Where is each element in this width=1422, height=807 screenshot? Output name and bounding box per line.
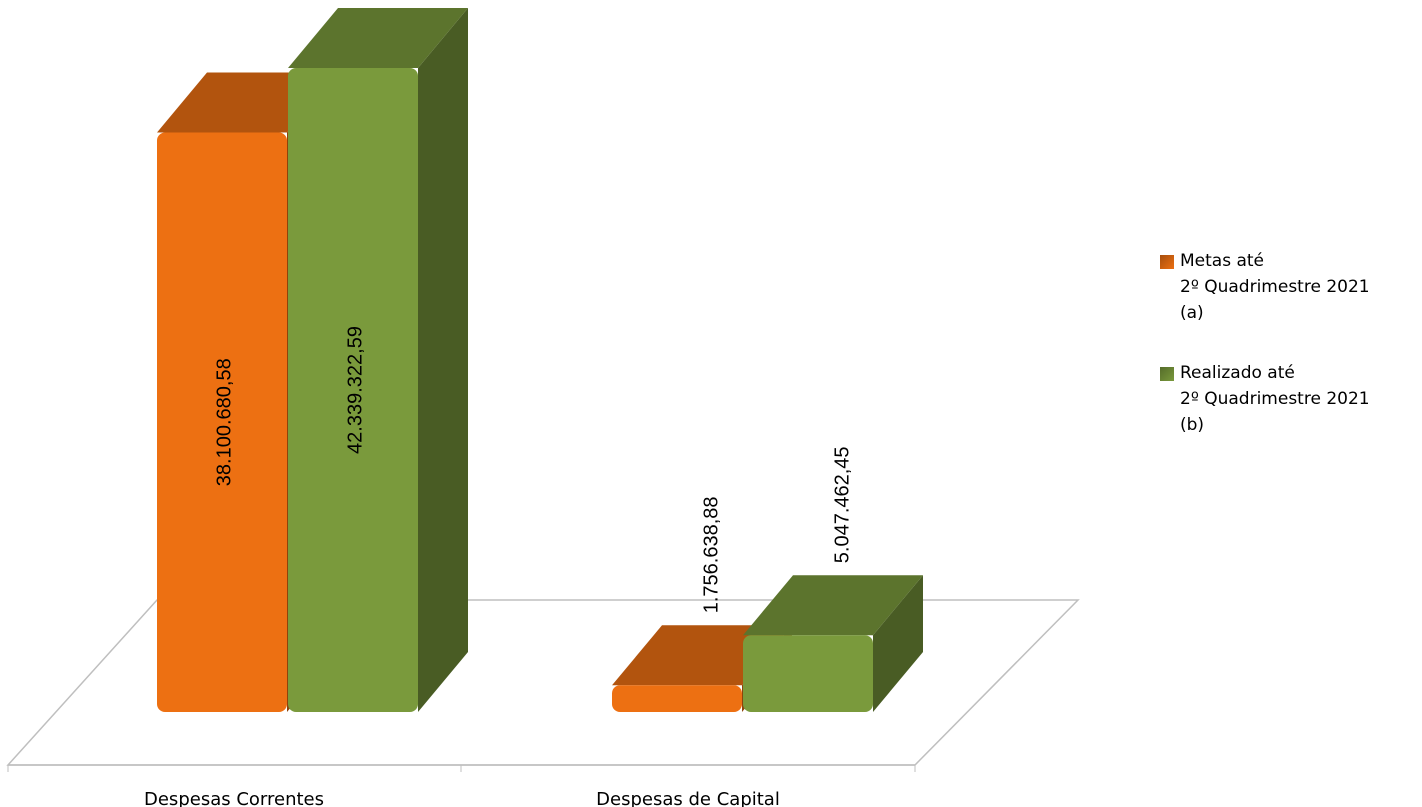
- bar: [612, 685, 742, 712]
- legend-swatch: [1160, 367, 1174, 381]
- bar: [288, 68, 418, 712]
- bar-top: [288, 8, 468, 68]
- data-label: 1.756.638,88: [700, 496, 722, 613]
- data-label: 5.047.462,45: [831, 446, 853, 563]
- legend-label: Realizado até 2º Quadrimestre 2021 (b): [1180, 363, 1370, 435]
- bar-side: [418, 8, 468, 712]
- bar-side: [873, 575, 923, 712]
- data-label: 38.100.680,58: [213, 358, 235, 486]
- data-label: 42.339.322,59: [344, 326, 366, 454]
- x-tick-label: Despesas Correntes: [144, 789, 324, 807]
- bar: [157, 132, 287, 713]
- legend-label: Metas até 2º Quadrimestre 2021 (a): [1180, 251, 1370, 323]
- x-tick-label: Despesas de Capital: [596, 789, 780, 807]
- bar: [743, 635, 873, 712]
- bar-top: [743, 575, 923, 636]
- legend-item: Realizado até 2º Quadrimestre 2021 (b): [1160, 360, 1370, 438]
- legend-item: Metas até 2º Quadrimestre 2021 (a): [1160, 248, 1370, 326]
- legend-swatch: [1160, 255, 1174, 269]
